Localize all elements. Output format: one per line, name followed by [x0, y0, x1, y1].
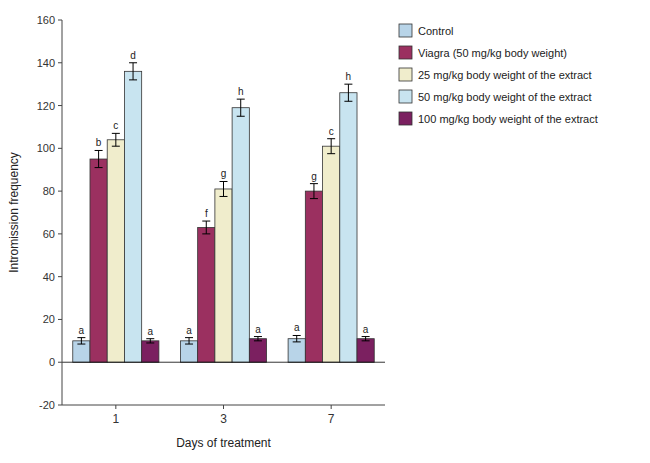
series — [124, 63, 357, 362]
zero-line — [62, 362, 385, 363]
letter-label: a — [79, 325, 85, 336]
error-bar — [344, 84, 352, 101]
letter-label: h — [238, 86, 244, 97]
y-tick — [58, 405, 62, 406]
x-tick — [331, 405, 332, 409]
legend-label: 100 mg/kg body weight of the extract — [418, 113, 598, 125]
error-bar — [202, 221, 210, 234]
y-tick — [58, 362, 62, 363]
x-tick — [223, 405, 224, 409]
letter-label: g — [221, 168, 227, 179]
letter-label: c — [329, 126, 334, 137]
letter-label: a — [186, 325, 192, 336]
y-tick — [58, 191, 62, 192]
letter-label: a — [294, 322, 300, 333]
y-tick — [58, 233, 62, 234]
error-bar — [220, 181, 228, 196]
error-bar — [129, 63, 137, 80]
bar — [142, 341, 159, 362]
x-tick-label: 3 — [220, 412, 227, 426]
x-axis: 1 3 7 Days of treatment — [62, 405, 385, 450]
y-tick-label: 100 — [37, 142, 55, 154]
bar — [249, 339, 266, 363]
x-tick-label: 7 — [328, 412, 335, 426]
bar — [198, 227, 215, 362]
legend-label: 25 mg/kg body weight of the extract — [418, 69, 592, 81]
error-bar — [362, 337, 370, 341]
legend-swatch — [399, 24, 412, 37]
bar — [215, 189, 232, 362]
error-bar — [327, 139, 335, 154]
letter-label: a — [148, 326, 154, 337]
letter-label: a — [363, 324, 369, 335]
chart: a a a b f g c g c d h h a a a -20 0 20 40 60 80 100 120 140 160 I… — [0, 0, 650, 463]
series — [107, 133, 340, 362]
letter-label: g — [311, 171, 317, 182]
x-tick-label: 1 — [112, 412, 119, 426]
error-bar — [254, 337, 262, 341]
bar — [323, 146, 340, 362]
y-tick — [58, 148, 62, 149]
annotations: a a a b f g c g c d h h a a a — [79, 50, 369, 337]
legend-swatch — [399, 90, 412, 103]
y-axis-line — [62, 20, 63, 405]
bar — [357, 339, 374, 363]
bar — [305, 191, 322, 362]
error-bar — [146, 339, 154, 343]
error-bar — [237, 99, 245, 116]
legend: Control Viagra (50 mg/kg body weight) 25 m… — [399, 24, 598, 125]
letter-label: h — [346, 71, 352, 82]
y-tick — [58, 319, 62, 320]
bar — [90, 159, 107, 362]
legend-swatch — [399, 46, 412, 59]
letter-label: f — [205, 208, 208, 219]
y-tick — [58, 105, 62, 106]
letter-label: a — [255, 324, 261, 335]
y-axis-label: Intromission frequency — [7, 152, 21, 273]
bar — [232, 108, 249, 363]
y-tick-label: 120 — [37, 100, 55, 112]
marks — [73, 63, 374, 362]
bar — [107, 140, 124, 362]
bar — [340, 93, 357, 363]
error-bar — [310, 184, 318, 199]
y-tick-label: 60 — [43, 228, 55, 240]
y-tick-label: 80 — [43, 185, 55, 197]
y-tick-label: 140 — [37, 57, 55, 69]
legend-swatch — [399, 68, 412, 81]
error-bar — [95, 150, 103, 167]
y-tick-label: -20 — [39, 399, 55, 411]
error-bar — [293, 335, 301, 341]
letter-label: b — [96, 137, 102, 148]
legend-label: Viagra (50 mg/kg body weight) — [418, 47, 567, 59]
y-tick-label: 160 — [37, 14, 55, 26]
legend-swatch — [399, 112, 412, 125]
y-tick — [58, 20, 62, 21]
x-tick — [115, 405, 116, 409]
y-tick — [58, 62, 62, 63]
legend-label: 50 mg/kg body weight of the extract — [418, 91, 592, 103]
error-bar — [112, 133, 120, 146]
y-tick-label: 40 — [43, 271, 55, 283]
letter-label: d — [130, 50, 136, 61]
bar — [124, 71, 141, 362]
error-bar — [185, 338, 193, 344]
legend-label: Control — [418, 25, 453, 37]
y-tick-label: 20 — [43, 313, 55, 325]
series — [142, 337, 375, 363]
y-axis: -20 0 20 40 60 80 100 120 140 160 Intromission fre… — [7, 14, 62, 411]
y-tick — [58, 276, 62, 277]
letter-label: c — [113, 120, 118, 131]
y-tick-label: 0 — [49, 356, 55, 368]
error-bar — [77, 338, 85, 344]
x-axis-label: Days of treatment — [176, 436, 271, 450]
